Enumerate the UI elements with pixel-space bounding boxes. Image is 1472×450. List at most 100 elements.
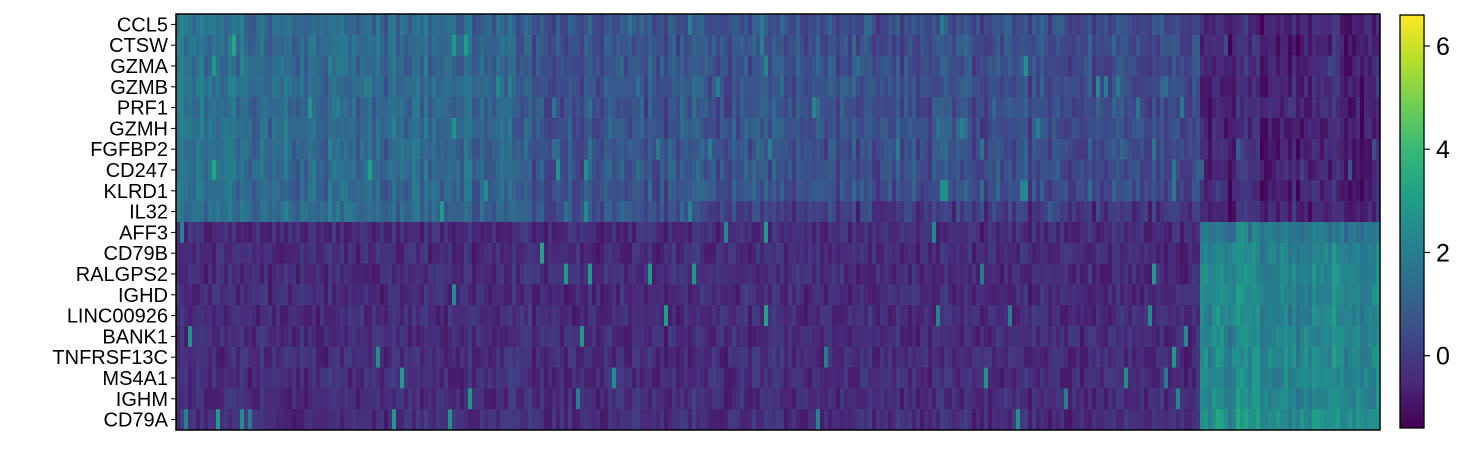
heatmap-cell <box>896 160 900 181</box>
heatmap-cell <box>1136 409 1140 430</box>
heatmap-cell <box>1080 56 1084 77</box>
heatmap-cell <box>436 139 440 160</box>
heatmap-cell <box>752 139 756 160</box>
heatmap-cell <box>968 368 972 389</box>
heatmap-cell <box>188 368 192 389</box>
heatmap-cell <box>392 139 396 160</box>
heatmap-cell <box>780 222 784 243</box>
heatmap-cell <box>304 388 308 409</box>
heatmap-cell <box>860 139 864 160</box>
heatmap-cell <box>320 222 324 243</box>
heatmap-cell <box>364 388 368 409</box>
heatmap-cell <box>1060 347 1064 368</box>
heatmap-cell <box>688 326 692 347</box>
heatmap-cell <box>744 284 748 305</box>
heatmap-cell <box>584 409 588 430</box>
heatmap-cell <box>844 222 848 243</box>
heatmap-cell <box>1012 305 1016 326</box>
heatmap-cell <box>1112 388 1116 409</box>
heatmap-cell <box>904 222 908 243</box>
heatmap-cell <box>876 180 880 201</box>
heatmap-cell <box>416 56 420 77</box>
heatmap-cell <box>1104 243 1108 264</box>
heatmap-cell <box>480 97 484 118</box>
heatmap-cell <box>488 409 492 430</box>
heatmap-cell <box>184 222 188 243</box>
heatmap-cell <box>816 180 820 201</box>
heatmap-cell <box>1132 160 1136 181</box>
heatmap-cell <box>932 388 936 409</box>
heatmap-cell <box>520 97 524 118</box>
heatmap-cell <box>1084 305 1088 326</box>
heatmap-cell <box>412 35 416 56</box>
heatmap-cell <box>616 201 620 222</box>
heatmap-cell <box>1152 409 1156 430</box>
heatmap-cell <box>444 305 448 326</box>
heatmap-cell <box>888 76 892 97</box>
heatmap-cell <box>632 347 636 368</box>
heatmap-cell <box>352 388 356 409</box>
heatmap-cell <box>300 326 304 347</box>
heatmap-cell <box>740 56 744 77</box>
heatmap-cell <box>516 326 520 347</box>
heatmap-cell <box>548 388 552 409</box>
heatmap-cell <box>900 118 904 139</box>
heatmap-cell <box>464 56 468 77</box>
heatmap-cell <box>1096 368 1100 389</box>
heatmap-cell <box>488 368 492 389</box>
heatmap-cell <box>464 264 468 285</box>
heatmap-cell <box>792 97 796 118</box>
heatmap-cell <box>736 14 740 35</box>
heatmap-cell <box>1084 76 1088 97</box>
heatmap-cell <box>516 76 520 97</box>
heatmap-cell <box>464 326 468 347</box>
heatmap-cell <box>1008 35 1012 56</box>
heatmap-cell <box>692 118 696 139</box>
heatmap-cell <box>924 160 928 181</box>
heatmap-cell <box>844 305 848 326</box>
heatmap-cell <box>752 35 756 56</box>
heatmap-cell <box>352 76 356 97</box>
heatmap-cell <box>512 264 516 285</box>
heatmap-cell <box>972 409 976 430</box>
heatmap-cell <box>324 284 328 305</box>
heatmap-cell <box>808 201 812 222</box>
heatmap-cell <box>836 409 840 430</box>
heatmap-cell <box>276 222 280 243</box>
heatmap-cell <box>948 97 952 118</box>
heatmap-cell <box>812 409 816 430</box>
heatmap-cell <box>1040 222 1044 243</box>
heatmap-cell <box>824 14 828 35</box>
heatmap-cell <box>228 76 232 97</box>
heatmap-cell <box>860 222 864 243</box>
heatmap-cell <box>416 35 420 56</box>
heatmap-cell <box>584 388 588 409</box>
heatmap-cell <box>1028 201 1032 222</box>
heatmap-cell <box>228 264 232 285</box>
heatmap-cell <box>392 264 396 285</box>
heatmap-cell <box>744 409 748 430</box>
heatmap-cell <box>624 409 628 430</box>
heatmap-cell <box>524 388 528 409</box>
heatmap-cell <box>524 326 528 347</box>
heatmap-cell <box>1072 326 1076 347</box>
heatmap-cell <box>376 326 380 347</box>
heatmap-cell <box>900 264 904 285</box>
heatmap-cell <box>1144 14 1148 35</box>
heatmap-cell <box>440 76 444 97</box>
heatmap-cell <box>468 347 472 368</box>
heatmap-cell <box>240 388 244 409</box>
heatmap-cell <box>444 201 448 222</box>
heatmap-cell <box>800 160 804 181</box>
heatmap-cell <box>260 305 264 326</box>
heatmap-cell <box>760 160 764 181</box>
heatmap-cell <box>552 264 556 285</box>
heatmap-cell <box>316 160 320 181</box>
heatmap-cell <box>788 180 792 201</box>
heatmap-cell <box>660 243 664 264</box>
heatmap-cell <box>268 388 272 409</box>
heatmap-cell <box>680 347 684 368</box>
heatmap-cell <box>1108 284 1112 305</box>
heatmap-cell <box>480 409 484 430</box>
heatmap-cell <box>580 160 584 181</box>
